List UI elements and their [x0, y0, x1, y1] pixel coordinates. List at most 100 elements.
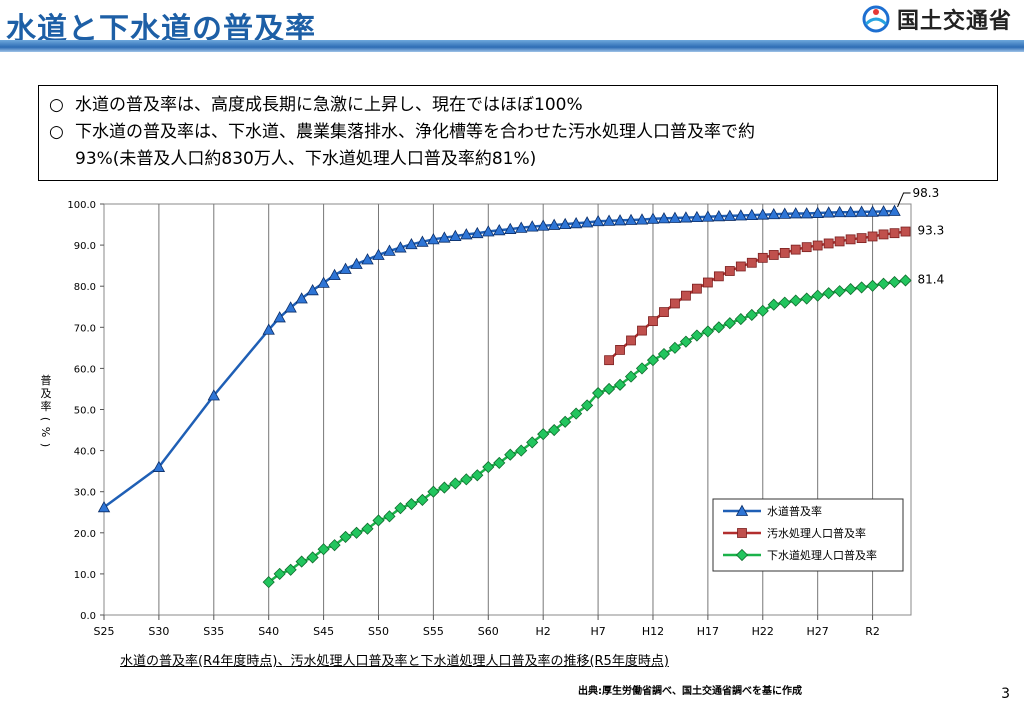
- water-data-point: [306, 283, 319, 296]
- water-data-point: [888, 204, 901, 216]
- sewer-data-point: [262, 576, 275, 589]
- water-data-point: [855, 205, 868, 217]
- sewer-data-point: [657, 347, 671, 361]
- water-data-point: [482, 225, 495, 237]
- sewer-data-point: [712, 321, 725, 334]
- water-data-point: [822, 206, 835, 218]
- end-label-leader: [897, 192, 911, 208]
- sewage-data-point: [702, 277, 713, 288]
- sewer-data-point: [493, 456, 506, 469]
- sewer-data-point: [745, 308, 758, 322]
- sewage-data-point: [779, 248, 790, 258]
- sewer-data-point: [613, 378, 627, 391]
- bullet-circle-icon: ○: [49, 95, 64, 115]
- sewer-data-point: [548, 423, 561, 437]
- sewer-end-label: 81.4: [918, 272, 945, 286]
- sewer-data-point: [602, 382, 616, 396]
- bullet-circle-icon: ○: [49, 122, 64, 142]
- summary-text-1: 水道の普及率は、高度成長期に急激に上昇し、現在ではほぼ100%: [75, 95, 583, 115]
- water-data-point: [613, 214, 627, 226]
- water-data-point: [427, 233, 440, 245]
- slide-header: 水道と下水道の普及率 国土交通省: [0, 0, 1024, 52]
- sewer-data-point: [526, 436, 539, 449]
- y-tick-label: 40.0: [74, 447, 96, 458]
- sewer-data-point: [427, 485, 440, 498]
- sewer-data-point: [306, 551, 319, 564]
- water-data-point: [800, 207, 813, 219]
- y-axis-label-char: (: [39, 417, 52, 421]
- x-tick-label: H12: [642, 625, 664, 638]
- sewer-data-point: [734, 313, 747, 326]
- water-data-point: [580, 216, 594, 228]
- x-tick-label: S40: [258, 625, 279, 638]
- x-tick-label: S50: [368, 625, 389, 638]
- water-data-point: [745, 208, 758, 220]
- sewer-data-point: [449, 477, 462, 490]
- y-tick-label: 20.0: [74, 529, 96, 540]
- sewage-data-point: [724, 266, 735, 276]
- x-tick-label: H7: [590, 625, 605, 638]
- sewage-data-point: [681, 290, 691, 301]
- water-data-point: [877, 205, 890, 217]
- sewage-data-point: [889, 228, 900, 239]
- water-data-point: [811, 206, 824, 218]
- summary-line-2: ○ 下水道の普及率は、下水道、農業集落排水、浄化槽等を合わせた汚水処理人口普及率で…: [49, 119, 987, 146]
- water-data-point: [207, 389, 220, 401]
- sewage-data-point: [713, 271, 724, 282]
- water-data-point: [778, 207, 791, 219]
- sewage-data-point: [604, 355, 614, 366]
- sewer-data-point: [515, 444, 528, 457]
- x-tick-label: R2: [865, 625, 880, 638]
- y-axis-label-char: 率: [41, 399, 52, 413]
- y-tick-label: 60.0: [74, 364, 96, 375]
- sewer-data-point: [438, 481, 451, 494]
- sewer-data-point: [756, 304, 769, 317]
- sewer-data-point: [778, 296, 791, 309]
- sewer-data-point: [723, 317, 736, 330]
- x-tick-label: S55: [423, 625, 444, 638]
- water-data-point: [493, 223, 506, 236]
- sewer-data-point: [394, 502, 407, 515]
- water-data-point: [866, 205, 879, 217]
- water-data-point: [591, 214, 605, 227]
- sewer-data-point: [295, 555, 308, 568]
- sewage-data-point: [856, 233, 867, 244]
- page-number: 3: [1001, 686, 1010, 702]
- mlit-logo-icon: [862, 5, 890, 33]
- water-data-point: [701, 210, 715, 222]
- sewer-data-point: [789, 294, 802, 307]
- y-tick-label: 30.0: [74, 488, 96, 499]
- water-data-point: [547, 218, 561, 230]
- x-tick-label: S30: [148, 625, 169, 638]
- sewer-data-point: [405, 497, 418, 511]
- water-data-point: [152, 460, 166, 472]
- x-tick-label: H17: [697, 625, 719, 638]
- sewer-data-point: [317, 543, 330, 556]
- x-tick-label: S25: [94, 625, 115, 638]
- legend-marker-sewage: [737, 528, 747, 538]
- sewer-data-point: [646, 354, 660, 367]
- water-data-point: [328, 268, 341, 281]
- sewer-data-point: [339, 530, 352, 543]
- sewer-data-point: [350, 526, 363, 539]
- y-axis-label-char: %: [39, 427, 52, 437]
- sewer-data-point: [624, 370, 638, 383]
- sewer-data-point: [581, 399, 594, 412]
- logo-text: 国土交通省: [896, 9, 1012, 34]
- sewer-data-point: [570, 407, 583, 420]
- water-data-point: [734, 209, 747, 221]
- x-tick-label: H2: [536, 625, 551, 638]
- water-data-point: [833, 205, 846, 218]
- water-data-point: [657, 212, 671, 224]
- sewer-data-point: [372, 514, 385, 527]
- water-data-point: [383, 244, 396, 256]
- header-band: [0, 40, 1024, 52]
- y-tick-label: 100.0: [67, 200, 96, 211]
- sewer-data-point: [460, 473, 473, 486]
- sewage-data-point: [790, 244, 801, 255]
- y-tick-label: 10.0: [74, 570, 96, 581]
- sewer-data-point: [328, 539, 341, 552]
- sewer-data-point: [559, 415, 572, 428]
- water-data-point: [339, 262, 352, 274]
- water-data-point: [602, 214, 616, 226]
